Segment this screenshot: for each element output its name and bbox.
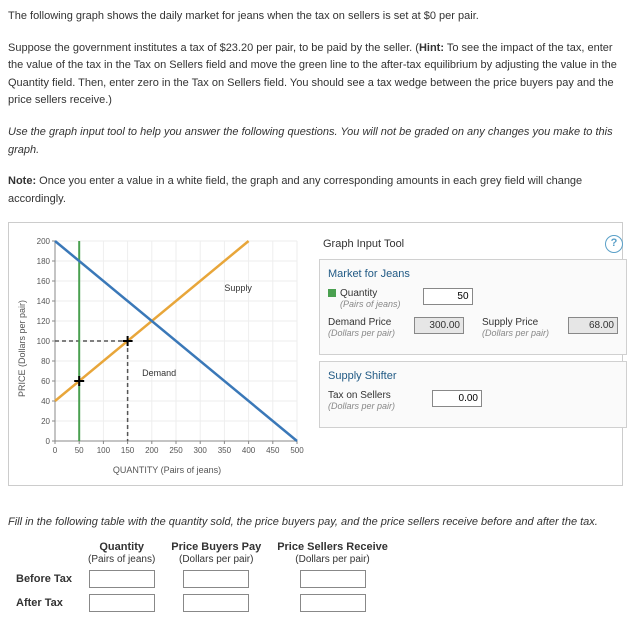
quantity-sublabel: (Pairs of jeans) <box>340 299 401 309</box>
svg-text:160: 160 <box>37 277 51 286</box>
before-sellers-input[interactable] <box>300 570 366 588</box>
market-title: Market for Jeans <box>328 268 618 280</box>
quantity-color-icon <box>328 289 336 297</box>
demand-price-value <box>414 317 464 334</box>
results-section: Fill in the following table with the qua… <box>8 516 623 615</box>
tax-label: Tax on Sellers <box>328 390 418 401</box>
supply-price-sublabel: (Dollars per pair) <box>482 328 558 338</box>
graph-panel: PRICE (Dollars per pair) 050100150200250… <box>8 222 623 486</box>
intro-p2: Suppose the government institutes a tax … <box>8 40 623 110</box>
svg-text:250: 250 <box>169 446 183 455</box>
col-price-sellers: Price Sellers Receive(Dollars per pair) <box>269 539 396 567</box>
svg-text:40: 40 <box>41 397 50 406</box>
before-buyers-input[interactable] <box>183 570 249 588</box>
svg-text:20: 20 <box>41 417 50 426</box>
y-axis-label: PRICE (Dollars per pair) <box>17 300 27 397</box>
instructions: The following graph shows the daily mark… <box>8 8 623 208</box>
intro-p1: The following graph shows the daily mark… <box>8 8 623 26</box>
graph-input-tool: Graph Input Tool ? Market for Jeans Quan… <box>319 233 627 475</box>
quantity-label: Quantity <box>340 288 401 299</box>
results-table: Quantity(Pairs of jeans) Price Buyers Pa… <box>8 539 396 615</box>
tool-title: Graph Input Tool <box>323 238 404 250</box>
table-row: After Tax <box>8 591 396 615</box>
svg-text:60: 60 <box>41 377 50 386</box>
before-quantity-input[interactable] <box>89 570 155 588</box>
row-before-label: Before Tax <box>8 567 80 591</box>
col-quantity: Quantity(Pairs of jeans) <box>80 539 163 567</box>
svg-text:400: 400 <box>242 446 256 455</box>
svg-text:0: 0 <box>46 437 51 446</box>
svg-text:140: 140 <box>37 297 51 306</box>
tax-input[interactable] <box>432 390 482 407</box>
demand-price-label: Demand Price <box>328 317 404 328</box>
shifter-title: Supply Shifter <box>328 370 618 382</box>
help-icon[interactable]: ? <box>605 235 623 253</box>
svg-text:Demand: Demand <box>142 368 176 378</box>
svg-text:150: 150 <box>121 446 135 455</box>
svg-text:50: 50 <box>75 446 84 455</box>
row-after-label: After Tax <box>8 591 80 615</box>
x-axis-label: QUANTITY (Pairs of jeans) <box>27 465 307 475</box>
svg-text:100: 100 <box>97 446 111 455</box>
svg-text:500: 500 <box>290 446 304 455</box>
svg-text:180: 180 <box>37 257 51 266</box>
shifter-box: Supply Shifter Tax on Sellers(Dollars pe… <box>319 361 627 428</box>
intro-p3: Use the graph input tool to help you ans… <box>8 124 623 159</box>
intro-p4: Note: Once you enter a value in a white … <box>8 173 623 208</box>
supply-price-label: Supply Price <box>482 317 558 328</box>
svg-text:Supply: Supply <box>224 283 252 293</box>
supply-price-value <box>568 317 618 334</box>
svg-text:350: 350 <box>218 446 232 455</box>
svg-text:200: 200 <box>37 237 51 246</box>
svg-text:80: 80 <box>41 357 50 366</box>
table-row: Before Tax <box>8 567 396 591</box>
tax-sublabel: (Dollars per pair) <box>328 401 418 411</box>
fill-instructions: Fill in the following table with the qua… <box>8 516 623 528</box>
chart-area: PRICE (Dollars per pair) 050100150200250… <box>17 233 307 475</box>
svg-text:450: 450 <box>266 446 280 455</box>
demand-price-sublabel: (Dollars per pair) <box>328 328 404 338</box>
svg-text:120: 120 <box>37 317 51 326</box>
svg-text:200: 200 <box>145 446 159 455</box>
quantity-input[interactable] <box>423 288 473 305</box>
supply-demand-chart[interactable]: 0 50 100 150 200 250 300 350 400 450 500 0 20 40 60 80 1… <box>27 233 307 463</box>
market-box: Market for Jeans Quantity(Pairs of jeans… <box>319 259 627 355</box>
svg-text:300: 300 <box>194 446 208 455</box>
col-price-buyers: Price Buyers Pay(Dollars per pair) <box>163 539 269 567</box>
svg-text:0: 0 <box>53 446 58 455</box>
svg-text:100: 100 <box>37 337 51 346</box>
